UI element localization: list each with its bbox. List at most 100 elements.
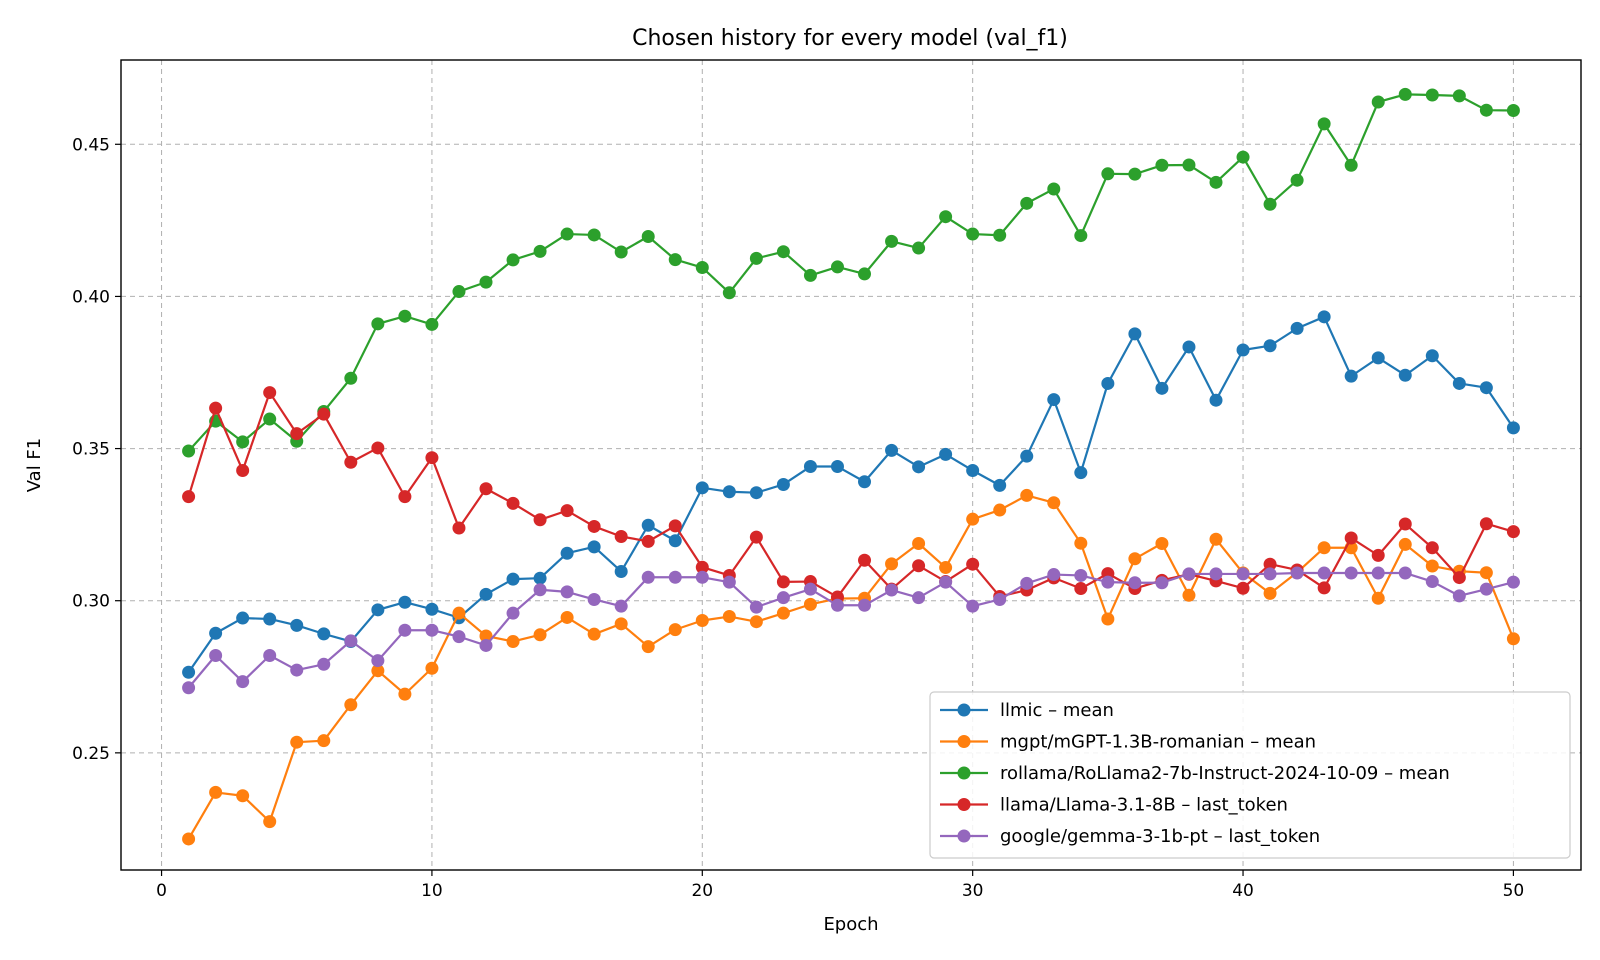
data-point xyxy=(263,386,277,400)
data-point xyxy=(398,623,412,637)
data-point xyxy=(1398,87,1412,101)
data-point xyxy=(803,597,817,611)
legend-marker xyxy=(957,798,971,811)
data-point xyxy=(614,599,628,613)
data-point xyxy=(966,512,980,526)
data-point xyxy=(776,591,790,605)
data-point xyxy=(1425,88,1439,102)
data-point xyxy=(344,698,358,712)
x-tick-label: 20 xyxy=(691,881,713,901)
data-point xyxy=(1155,158,1169,172)
data-point xyxy=(1398,537,1412,551)
data-point xyxy=(236,435,250,449)
y-tick-label: 0.40 xyxy=(72,287,110,307)
legend-marker xyxy=(957,735,971,748)
data-point xyxy=(1506,575,1520,589)
data-point xyxy=(1263,197,1277,211)
data-point xyxy=(560,227,574,241)
data-point xyxy=(1047,182,1061,196)
data-point xyxy=(182,681,196,695)
data-point xyxy=(641,534,655,548)
data-point xyxy=(912,559,926,573)
data-point xyxy=(533,244,547,258)
data-point xyxy=(479,275,493,289)
data-point xyxy=(371,317,385,331)
data-point xyxy=(668,519,682,533)
data-point xyxy=(1506,421,1520,435)
x-tick-label: 40 xyxy=(1232,881,1254,901)
data-point xyxy=(614,530,628,544)
data-point xyxy=(479,587,493,601)
data-point xyxy=(1371,95,1385,109)
data-point xyxy=(1479,517,1493,531)
data-point xyxy=(587,592,601,606)
data-point xyxy=(452,630,466,644)
data-point xyxy=(912,591,926,605)
data-point xyxy=(506,572,520,586)
data-point xyxy=(1020,488,1034,502)
data-point xyxy=(1047,393,1061,407)
chart-title: Chosen history for every model (val_f1) xyxy=(632,26,1068,51)
x-tick-label: 10 xyxy=(421,881,443,901)
data-point xyxy=(1182,567,1196,581)
data-point xyxy=(776,477,790,491)
data-point xyxy=(776,575,790,589)
data-point xyxy=(1074,229,1088,243)
data-point xyxy=(1290,566,1304,580)
series-line xyxy=(187,391,1514,599)
data-point xyxy=(939,210,953,224)
data-point xyxy=(1317,541,1331,555)
data-point xyxy=(452,606,466,620)
data-point xyxy=(1452,376,1466,390)
data-point xyxy=(587,228,601,242)
data-point xyxy=(182,490,196,504)
data-point xyxy=(1074,568,1088,582)
data-point xyxy=(1371,591,1385,605)
data-point xyxy=(668,253,682,267)
data-point xyxy=(668,534,682,548)
data-point xyxy=(939,561,953,575)
data-point xyxy=(993,592,1007,606)
data-point xyxy=(803,268,817,282)
data-point xyxy=(1344,566,1358,580)
data-point xyxy=(1398,566,1412,580)
data-point xyxy=(1371,566,1385,580)
legend: llmic – mean mgpt/mGPT-1.3B-romanian – me… xyxy=(929,691,1571,859)
data-point xyxy=(993,503,1007,517)
data-point xyxy=(722,575,736,589)
data-point xyxy=(1344,531,1358,545)
data-point xyxy=(506,634,520,648)
data-point xyxy=(1155,576,1169,590)
legend-box xyxy=(929,691,1571,859)
data-point xyxy=(641,570,655,584)
data-point xyxy=(1479,566,1493,580)
data-point xyxy=(236,463,250,477)
data-point xyxy=(263,612,277,626)
data-point xyxy=(1209,393,1223,407)
data-point xyxy=(641,229,655,243)
data-point xyxy=(182,832,196,846)
data-point xyxy=(560,546,574,560)
data-point xyxy=(885,443,899,457)
data-point xyxy=(371,441,385,455)
data-point xyxy=(1425,349,1439,363)
data-point xyxy=(1128,552,1142,566)
data-point xyxy=(263,815,277,829)
data-point xyxy=(209,785,223,799)
data-point xyxy=(641,518,655,532)
data-point xyxy=(1398,517,1412,531)
data-point xyxy=(939,575,953,589)
data-point xyxy=(912,537,926,551)
data-point xyxy=(830,598,844,612)
data-point xyxy=(1047,496,1061,510)
data-point xyxy=(1074,466,1088,480)
data-point xyxy=(695,481,709,495)
data-point xyxy=(993,228,1007,242)
data-point xyxy=(1236,343,1250,357)
data-point xyxy=(722,286,736,300)
plot-frame xyxy=(120,59,1582,871)
data-point xyxy=(533,571,547,585)
y-tick-label: 0.45 xyxy=(72,135,110,155)
x-tick-label: 0 xyxy=(156,881,167,901)
data-point xyxy=(1236,150,1250,164)
